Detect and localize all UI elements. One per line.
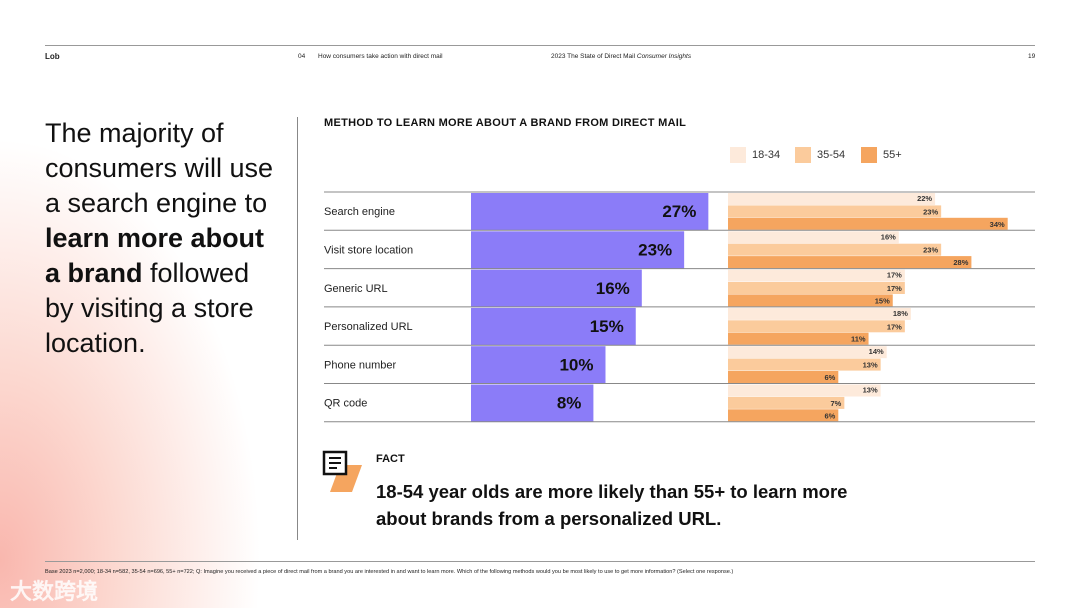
series-bar-55+ (728, 332, 869, 345)
legend-label: 55+ (883, 149, 902, 161)
total-bar (471, 193, 709, 231)
series-data-label: 13% (863, 361, 878, 370)
series-bar-18-34 (728, 384, 881, 397)
category-label: QR code (324, 398, 367, 410)
headline-emphasis: learn more about a brand (45, 223, 265, 288)
section-title: How consumers take action with direct ma… (318, 53, 443, 60)
total-bar (471, 384, 594, 422)
total-bar (471, 346, 606, 384)
legend-item-55plus: 55+ (861, 147, 902, 163)
series-data-label: 15% (875, 296, 890, 305)
headline-text: followed by visiting a store location. (45, 258, 254, 358)
legend-label: 35-54 (817, 149, 846, 161)
fact-text: 18-54 year olds are more likely than 55+… (376, 481, 848, 529)
chart-title: METHOD TO LEARN MORE ABOUT A BRAND FROM … (324, 117, 687, 129)
series-bar-18-34 (728, 346, 887, 359)
total-data-label: 8% (557, 394, 582, 413)
series-bar-55+ (728, 294, 893, 307)
page-number: 19 (1028, 53, 1036, 60)
report-title: 2023 The State of Direct Mail Consumer I… (551, 53, 691, 60)
footer-divider (45, 561, 1035, 562)
total-bar (471, 269, 642, 307)
series-bar-55+ (728, 371, 839, 383)
series-data-label: 11% (851, 335, 866, 344)
series-data-label: 18% (893, 309, 908, 318)
series-bar-18-34 (728, 231, 899, 244)
series-data-label: 6% (824, 411, 835, 420)
total-bar (471, 307, 636, 346)
series-bar-35-54 (728, 205, 942, 218)
logo: Lob (45, 52, 60, 61)
legend-label: 18-34 (752, 149, 781, 161)
series-data-label: 6% (824, 373, 835, 382)
series-data-label: 14% (869, 347, 884, 356)
report-title-text: 2023 The State of Direct Mail (551, 53, 636, 60)
legend-item-18-34: 18-34 (730, 147, 780, 163)
series-data-label: 17% (887, 271, 902, 280)
headline: The majority of consumers will use a sea… (45, 116, 285, 361)
series-data-label: 23% (923, 207, 938, 216)
series-bar-35-54 (728, 282, 905, 294)
fact-label: FACT (376, 453, 405, 465)
series-data-label: 17% (887, 284, 902, 293)
report-subtitle: Consumer Insights (636, 53, 692, 60)
series-data-label: 34% (990, 220, 1005, 229)
total-data-label: 10% (559, 355, 593, 374)
series-bar-35-54 (728, 358, 881, 371)
category-label: Personalized URL (324, 321, 413, 333)
series-bar-35-54 (728, 320, 905, 333)
total-data-label: 23% (638, 240, 672, 259)
series-data-label: 13% (863, 386, 878, 395)
section-number: 04 (298, 53, 306, 60)
series-data-label: 17% (887, 322, 902, 331)
category-label: Generic URL (324, 283, 388, 295)
category-label: Visit store location (324, 244, 413, 256)
series-bar-55+ (728, 217, 1008, 230)
legend-item-35-54: 35-54 (795, 147, 845, 163)
series-bar-18-34 (728, 269, 905, 282)
series-bar-35-54 (728, 243, 942, 256)
total-data-label: 16% (596, 279, 630, 298)
series-data-label: 28% (953, 258, 968, 267)
series-bar-55+ (728, 409, 839, 422)
category-label: Search engine (324, 206, 395, 218)
series-bar-55+ (728, 256, 972, 269)
vertical-divider (297, 117, 298, 540)
watermark: 大数跨境 (10, 579, 99, 604)
legend-swatch (861, 147, 877, 163)
series-bar-35-54 (728, 396, 845, 409)
series-bar-18-34 (728, 307, 911, 320)
legend-swatch (730, 147, 746, 163)
series-data-label: 16% (881, 232, 896, 241)
header-divider (45, 45, 1035, 46)
series-bar-18-34 (728, 193, 936, 205)
total-bar (471, 231, 685, 269)
series-data-label: 23% (923, 246, 938, 255)
series-data-label: 7% (831, 399, 842, 408)
footnote: Base 2023 n=2,000; 18-34 n=582, 35-54 n=… (45, 569, 734, 575)
total-data-label: 15% (590, 317, 624, 336)
total-data-label: 27% (662, 202, 696, 221)
legend-swatch (795, 147, 811, 163)
series-data-label: 22% (917, 194, 932, 203)
headline-text: The majority of consumers will use a sea… (45, 118, 274, 218)
category-label: Phone number (324, 359, 396, 371)
